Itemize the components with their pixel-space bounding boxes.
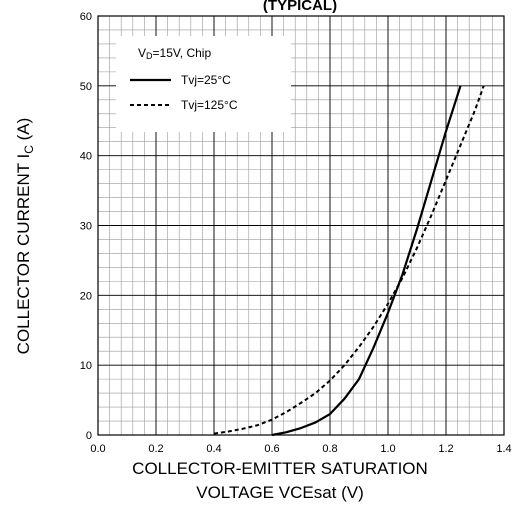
series-lines bbox=[213, 85, 485, 437]
x-axis-title-line1: COLLECTOR-EMITTER SATURATION bbox=[132, 459, 428, 478]
y-tick-labels: 0 10 20 30 40 50 60 bbox=[80, 11, 92, 442]
x-tick-label: 0.2 bbox=[148, 443, 163, 455]
x-tick-label: 1.4 bbox=[496, 443, 511, 455]
x-tick-label: 1.0 bbox=[380, 443, 395, 455]
legend-box bbox=[116, 36, 291, 132]
x-tick-label: 0.8 bbox=[322, 443, 337, 455]
y-tick-label: 50 bbox=[80, 81, 92, 93]
x-axis-title-line2: VOLTAGE VCEsat (V) bbox=[196, 483, 364, 502]
y-tick-label: 40 bbox=[80, 151, 92, 163]
x-tick-label: 0.0 bbox=[90, 443, 105, 455]
series-line-25c bbox=[271, 85, 462, 437]
legend-label: Tvj=125°C bbox=[181, 98, 238, 112]
x-tick-label: 0.4 bbox=[206, 443, 221, 455]
legend-header: VD=15V, Chip bbox=[138, 46, 211, 61]
legend-label: Tvj=25°C bbox=[181, 73, 231, 87]
y-tick-label: 20 bbox=[80, 290, 92, 302]
y-tick-label: 60 bbox=[80, 11, 92, 23]
plot-frame bbox=[97, 15, 505, 436]
x-tick-label: 0.6 bbox=[264, 443, 279, 455]
series-line-125c bbox=[213, 85, 485, 435]
y-tick-label: 30 bbox=[80, 221, 92, 233]
chart-title: (TYPICAL) bbox=[263, 0, 337, 14]
y-tick-label: 0 bbox=[86, 430, 92, 442]
x-tick-labels: 0.0 0.2 0.4 0.6 0.8 1.0 1.2 1.4 bbox=[90, 443, 511, 455]
y-axis-title: COLLECTOR CURRENT IC (A) bbox=[14, 118, 36, 355]
legend: VD=15V, Chip Tvj=25°C Tvj=125°C bbox=[130, 46, 238, 112]
x-tick-label: 1.2 bbox=[438, 443, 453, 455]
y-tick-label: 10 bbox=[80, 360, 92, 372]
